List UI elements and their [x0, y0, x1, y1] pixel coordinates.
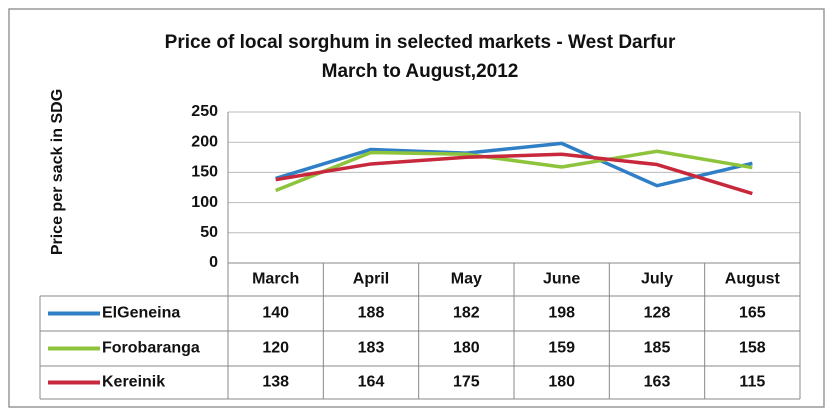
y-axis-label: Price per sack in SDG [49, 89, 66, 255]
table-cell: 120 [262, 340, 289, 357]
series-line [275, 152, 753, 196]
table-cell: 188 [358, 305, 385, 322]
legend-label: ElGeneina [102, 305, 180, 322]
series-line [275, 141, 753, 188]
chart-title: Price of local sorghum in selected marke… [165, 32, 676, 53]
x-tick-label: April [353, 271, 389, 288]
series-line [275, 149, 753, 193]
table-cell: 159 [548, 340, 575, 357]
y-tick-label: 250 [191, 103, 218, 120]
chart-subtitle: March to August,2012 [322, 61, 519, 82]
table-cell: 163 [644, 374, 671, 391]
table-cell: 165 [739, 305, 766, 322]
legend-label: Forobaranga [102, 340, 200, 357]
y-tick-label: 150 [191, 164, 218, 181]
table-cell: 138 [262, 374, 289, 391]
table-cell: 128 [644, 305, 671, 322]
y-tick-label: 0 [209, 254, 218, 271]
table-cell: 158 [739, 340, 766, 357]
table-cell: 164 [358, 374, 385, 391]
legend-label: Kereinik [102, 374, 165, 391]
y-tick-label: 50 [200, 224, 218, 241]
table-cell: 185 [644, 340, 671, 357]
table-cell: 183 [358, 340, 385, 357]
x-tick-label: June [543, 271, 580, 288]
table-cell: 180 [453, 340, 480, 357]
x-tick-label: March [252, 271, 299, 288]
table-cell: 180 [548, 374, 575, 391]
table-cell: 198 [548, 305, 575, 322]
table-cell: 175 [453, 374, 480, 391]
y-tick-label: 200 [191, 133, 218, 150]
table-cell: 115 [739, 374, 765, 391]
table-cell: 140 [262, 305, 289, 322]
x-tick-label: May [451, 271, 482, 288]
x-tick-label: August [725, 271, 781, 288]
y-tick-label: 100 [191, 194, 218, 211]
chart-border [8, 8, 825, 408]
table-cell: 182 [453, 305, 480, 322]
x-tick-label: July [641, 271, 673, 288]
